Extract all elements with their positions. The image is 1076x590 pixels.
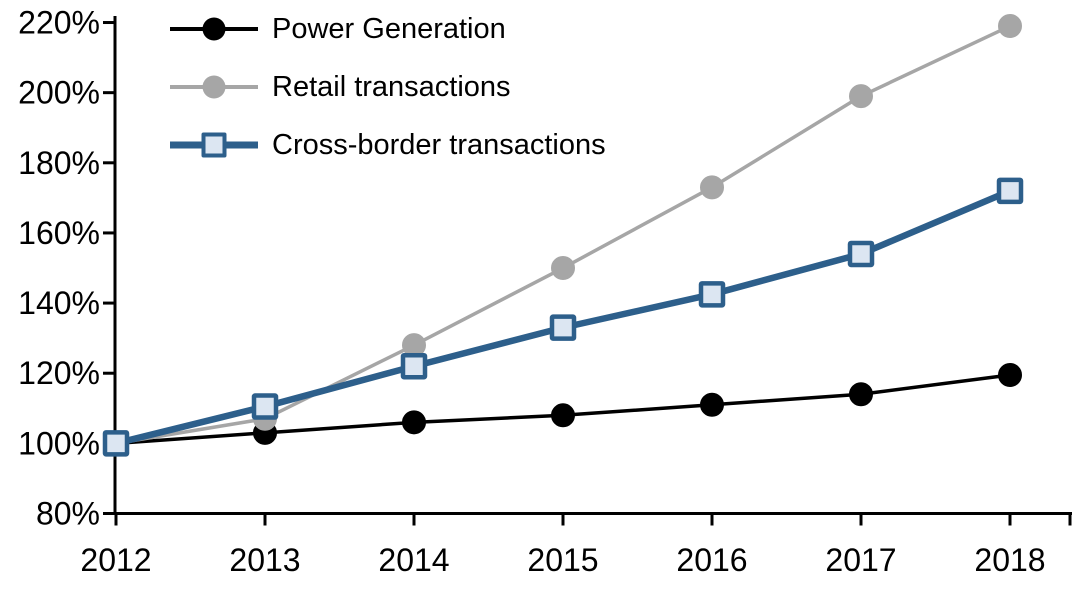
x-tick-label: 2017 — [825, 542, 896, 578]
retail-transactions-legend-marker — [170, 71, 258, 103]
data-point-cross-border-transactions — [102, 430, 130, 457]
y-tick-label: 220% — [18, 5, 100, 41]
data-point-cross-border-transactions — [847, 240, 875, 268]
legend-label-cross-border-transactions: Cross-border transactions — [272, 128, 606, 161]
data-point-cross-border-transactions — [400, 352, 428, 380]
data-point-retail-transactions — [998, 14, 1022, 39]
data-point-power-generation — [700, 392, 724, 417]
data-point-power-generation — [998, 362, 1022, 387]
data-point-power-generation — [849, 382, 873, 407]
data-point-cross-border-transactions — [251, 393, 279, 420]
data-point-cross-border-transactions — [996, 177, 1024, 205]
x-tick-label: 2018 — [974, 542, 1045, 578]
power-generation-legend-marker — [170, 13, 258, 45]
legend-label-retail-transactions: Retail transactions — [272, 70, 511, 103]
data-point-retail-transactions — [700, 175, 724, 200]
y-tick-label: 160% — [18, 215, 100, 251]
series-cross-border-transactions — [102, 177, 1024, 457]
x-tick-label: 2016 — [676, 542, 747, 578]
data-point-retail-transactions — [551, 256, 575, 281]
y-tick-label: 100% — [18, 425, 100, 461]
data-point-cross-border-transactions — [549, 314, 577, 341]
legend-item-cross-border-transactions: Cross-border transactions — [170, 116, 606, 174]
y-tick-label: 140% — [18, 285, 100, 321]
y-tick-label: 180% — [18, 145, 100, 181]
y-tick-label: 200% — [18, 75, 100, 111]
data-point-cross-border-transactions — [698, 281, 726, 308]
legend-item-power-generation: Power Generation — [170, 0, 606, 58]
x-tick-label: 2012 — [80, 542, 151, 578]
x-tick-label: 2014 — [378, 542, 449, 578]
chart-legend: Power Generation Retail transactions Cro… — [170, 0, 606, 174]
y-tick-label: 80% — [36, 496, 100, 532]
data-point-power-generation — [402, 410, 426, 435]
cross-border-transactions-legend-marker — [170, 129, 258, 161]
x-tick-label: 2013 — [229, 542, 300, 578]
x-tick-label: 2015 — [527, 542, 598, 578]
legend-label-power-generation: Power Generation — [272, 12, 506, 45]
legend-item-retail-transactions: Retail transactions — [170, 58, 606, 116]
data-point-retail-transactions — [849, 84, 873, 109]
data-point-power-generation — [551, 403, 575, 428]
y-tick-label: 120% — [18, 355, 100, 391]
